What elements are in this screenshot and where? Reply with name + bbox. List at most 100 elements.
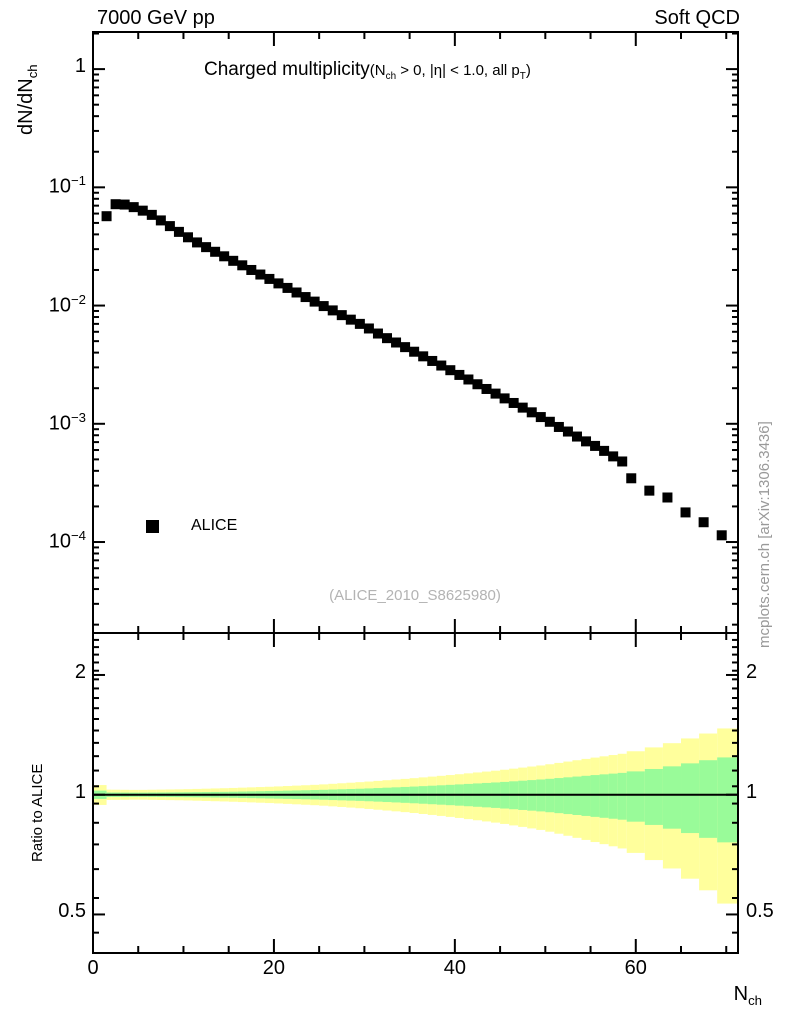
data-point-marker: [445, 365, 456, 376]
y-tick-label-main: 10−1: [48, 173, 86, 198]
data-point-marker: [219, 251, 230, 262]
ratio-band-data-uncertainty-stat-bin: [699, 760, 718, 838]
data-point-marker: [110, 199, 121, 210]
data-point-marker: [581, 436, 592, 447]
analysis-watermark: (ALICE_2010_S8625980): [329, 587, 501, 604]
plot-title-cuts: (Nch > 0, |η| < 1.0, all pT): [369, 62, 531, 82]
side-note-arxiv: mcplots.cern.ch [arXiv:1306.3436]: [756, 421, 773, 648]
data-point-marker: [309, 296, 320, 307]
data-point-marker: [644, 485, 655, 496]
data-point-marker: [318, 301, 329, 312]
data-point-marker: [526, 407, 537, 418]
ratio-band-data-uncertainty-stat-bin: [590, 775, 600, 817]
ratio-band-data-uncertainty-stat-bin: [599, 774, 609, 818]
y-tick-label-main: 10−3: [48, 409, 86, 435]
header-process-group-text: Soft QCD: [654, 7, 740, 29]
data-point-marker: [164, 221, 175, 232]
legend-marker-icon: [146, 520, 159, 533]
data-point-marker: [246, 264, 257, 275]
data-point-marker: [617, 456, 628, 467]
data-point-marker: [300, 292, 311, 303]
data-point-marker: [255, 269, 266, 280]
data-point-marker: [472, 379, 483, 390]
ratio-band-data-uncertainty-stat-bin: [581, 775, 591, 816]
data-point-marker: [436, 360, 447, 371]
data-point-marker: [698, 517, 709, 528]
data-point-marker: [327, 305, 338, 316]
data-point-marker: [155, 215, 166, 226]
data-point-marker: [508, 397, 519, 408]
y-tick-label-ratio-right: 1: [746, 780, 758, 803]
data-point-marker: [562, 426, 573, 437]
data-point-marker: [173, 226, 184, 237]
data-point-marker: [372, 328, 383, 339]
data-point-marker: [599, 445, 610, 456]
y-tick-label-ratio-left: 1: [74, 780, 86, 803]
data-point-marker: [409, 346, 420, 357]
ratio-band-data-uncertainty-stat-bin: [644, 768, 663, 825]
data-point-marker: [282, 282, 293, 293]
data-point-marker: [210, 246, 221, 257]
y-tick-label-ratio-right: 2: [746, 660, 758, 683]
y-tick-label-main: 10−4: [48, 528, 86, 553]
data-point-marker: [418, 351, 429, 362]
data-point-marker: [345, 314, 356, 325]
data-point-marker: [137, 205, 148, 216]
data-point-marker: [463, 374, 474, 385]
data-point-marker: [499, 393, 510, 404]
data-point-marker: [273, 278, 284, 289]
data-point-marker: [680, 507, 691, 518]
data-point-marker: [382, 333, 393, 344]
data-point-marker: [626, 473, 637, 484]
x-tick-label: 60: [624, 957, 647, 979]
data-point-marker: [101, 211, 112, 222]
ratio-band-data-uncertainty-stat-bin: [626, 771, 645, 822]
plot-title-main: Charged multiplicity: [204, 59, 370, 80]
header-beam-energy-text: 7000 GeV pp: [97, 7, 215, 29]
data-point-marker: [454, 369, 465, 380]
y-tick-label-ratio-left: 2: [74, 660, 86, 683]
data-point-marker: [363, 323, 374, 334]
ratio-band-data-uncertainty-stat-bin: [572, 776, 582, 815]
data-point-marker: [354, 318, 365, 329]
data-point-marker: [391, 337, 402, 348]
main-panel-frame: [92, 31, 739, 634]
data-point-marker: [182, 232, 193, 243]
data-point-marker: [571, 431, 582, 442]
data-point-marker: [716, 530, 727, 541]
data-point-marker: [662, 492, 673, 503]
data-point-marker: [553, 421, 564, 432]
ratio-band-data-uncertainty-stat-bin: [662, 766, 682, 829]
data-point-marker: [146, 209, 157, 220]
ratio-band-data-uncertainty-stat-bin: [681, 763, 700, 834]
data-point-marker: [608, 451, 619, 462]
x-tick-label: 40: [443, 957, 466, 979]
ratio-panel-frame: [92, 632, 739, 954]
data-point-marker: [336, 310, 347, 321]
ratio-band-data-uncertainty-stat-bin: [617, 772, 627, 820]
data-point-marker: [264, 273, 275, 284]
y-tick-label-ratio-left: 0.5: [58, 900, 86, 923]
data-point-marker: [517, 402, 528, 413]
data-point-marker: [237, 260, 248, 271]
data-point-marker: [119, 199, 130, 210]
data-point-marker: [192, 237, 203, 248]
ratio-band-data-uncertainty-stat-bin: [608, 773, 618, 819]
data-point-marker: [427, 355, 438, 366]
header-process-group: Soft QCD: [560, 8, 740, 29]
data-point-marker: [544, 416, 555, 427]
data-point-marker: [490, 388, 501, 399]
x-tick-label: 20: [262, 957, 286, 979]
y-tick-label-main: 10−2: [48, 291, 86, 317]
legend-label: ALICE: [191, 517, 238, 534]
data-point-marker: [400, 342, 411, 353]
plot-title: Charged multiplicity(Nch > 0, |η| < 1.0,…: [204, 60, 531, 82]
data-point-marker: [291, 287, 302, 298]
data-point-marker: [201, 242, 212, 253]
y-tick-label-ratio-right: 0.5: [746, 900, 774, 923]
data-point-marker: [535, 412, 546, 423]
data-point-marker: [481, 383, 492, 394]
data-point-marker: [228, 255, 239, 266]
